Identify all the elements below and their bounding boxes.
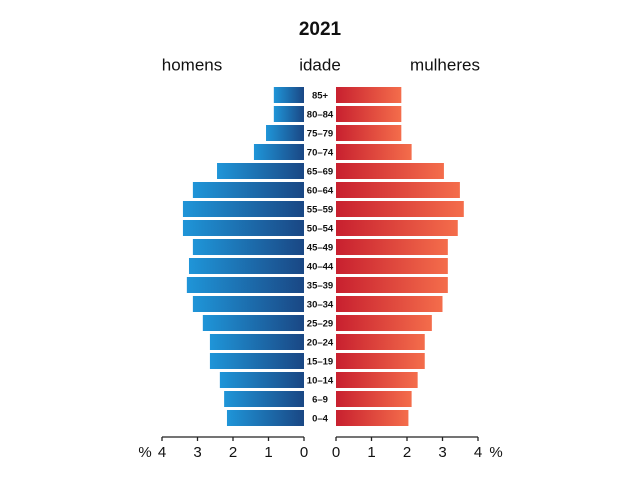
bar — [336, 353, 425, 369]
x-tick-label: 1 — [264, 444, 272, 461]
bar — [336, 391, 412, 407]
legend-left: homens — [162, 55, 222, 74]
x-tick-label: 0 — [300, 444, 308, 461]
bar — [192, 239, 304, 255]
x-tick-label: 2 — [229, 444, 237, 461]
category-label: 20–24 — [307, 338, 334, 349]
category-label: 25–29 — [307, 319, 333, 330]
x-axis-label: % — [138, 444, 151, 461]
category-label: 70–74 — [307, 148, 334, 159]
bar — [192, 182, 304, 198]
bar — [224, 391, 304, 407]
bar — [336, 125, 402, 141]
bar — [182, 201, 304, 217]
chart-title: 2021 — [299, 19, 342, 40]
bar — [226, 410, 304, 426]
bar — [336, 106, 402, 122]
bar — [182, 220, 304, 236]
bar — [209, 334, 304, 350]
bar — [336, 239, 448, 255]
bar — [217, 163, 304, 179]
x-tick-label: 4 — [474, 444, 482, 461]
bar — [336, 410, 409, 426]
category-axis-label: idade — [299, 55, 341, 74]
bar — [336, 144, 412, 160]
bar — [336, 220, 458, 236]
category-label: 35–39 — [307, 281, 333, 292]
category-label: 45–49 — [307, 243, 333, 254]
x-axis-label: % — [489, 444, 502, 461]
category-label: 30–34 — [307, 300, 334, 311]
x-tick-label: 3 — [438, 444, 446, 461]
legend-right: mulheres — [410, 55, 480, 74]
category-label: 80–84 — [307, 110, 334, 121]
bar — [336, 296, 443, 312]
category-label: 40–44 — [307, 262, 334, 273]
bar — [336, 334, 425, 350]
bar — [336, 372, 418, 388]
bar — [273, 106, 304, 122]
bar — [266, 125, 304, 141]
category-label: 0–4 — [312, 414, 329, 425]
category-label: 65–69 — [307, 167, 333, 178]
x-tick-label: 4 — [158, 444, 166, 461]
bar — [336, 277, 448, 293]
bar — [336, 182, 460, 198]
x-tick-label: 0 — [332, 444, 340, 461]
bar — [273, 87, 304, 103]
bar — [209, 353, 304, 369]
bar — [336, 163, 444, 179]
bar — [336, 315, 432, 331]
bar — [336, 258, 448, 274]
bar — [336, 201, 464, 217]
x-tick-label: 2 — [403, 444, 411, 461]
bar — [186, 277, 304, 293]
bar — [253, 144, 304, 160]
category-label: 10–14 — [307, 376, 334, 387]
bar — [202, 315, 304, 331]
bar — [336, 87, 402, 103]
category-label: 15–19 — [307, 357, 333, 368]
x-tick-label: 3 — [193, 444, 201, 461]
category-label: 50–54 — [307, 224, 334, 235]
x-tick-label: 1 — [367, 444, 375, 461]
bar — [188, 258, 304, 274]
category-label: 60–64 — [307, 186, 334, 197]
bar — [192, 296, 304, 312]
category-label: 55–59 — [307, 205, 333, 216]
category-label: 85+ — [312, 91, 329, 102]
category-label: 75–79 — [307, 129, 333, 140]
category-label: 6–9 — [312, 395, 328, 406]
bar — [219, 372, 304, 388]
